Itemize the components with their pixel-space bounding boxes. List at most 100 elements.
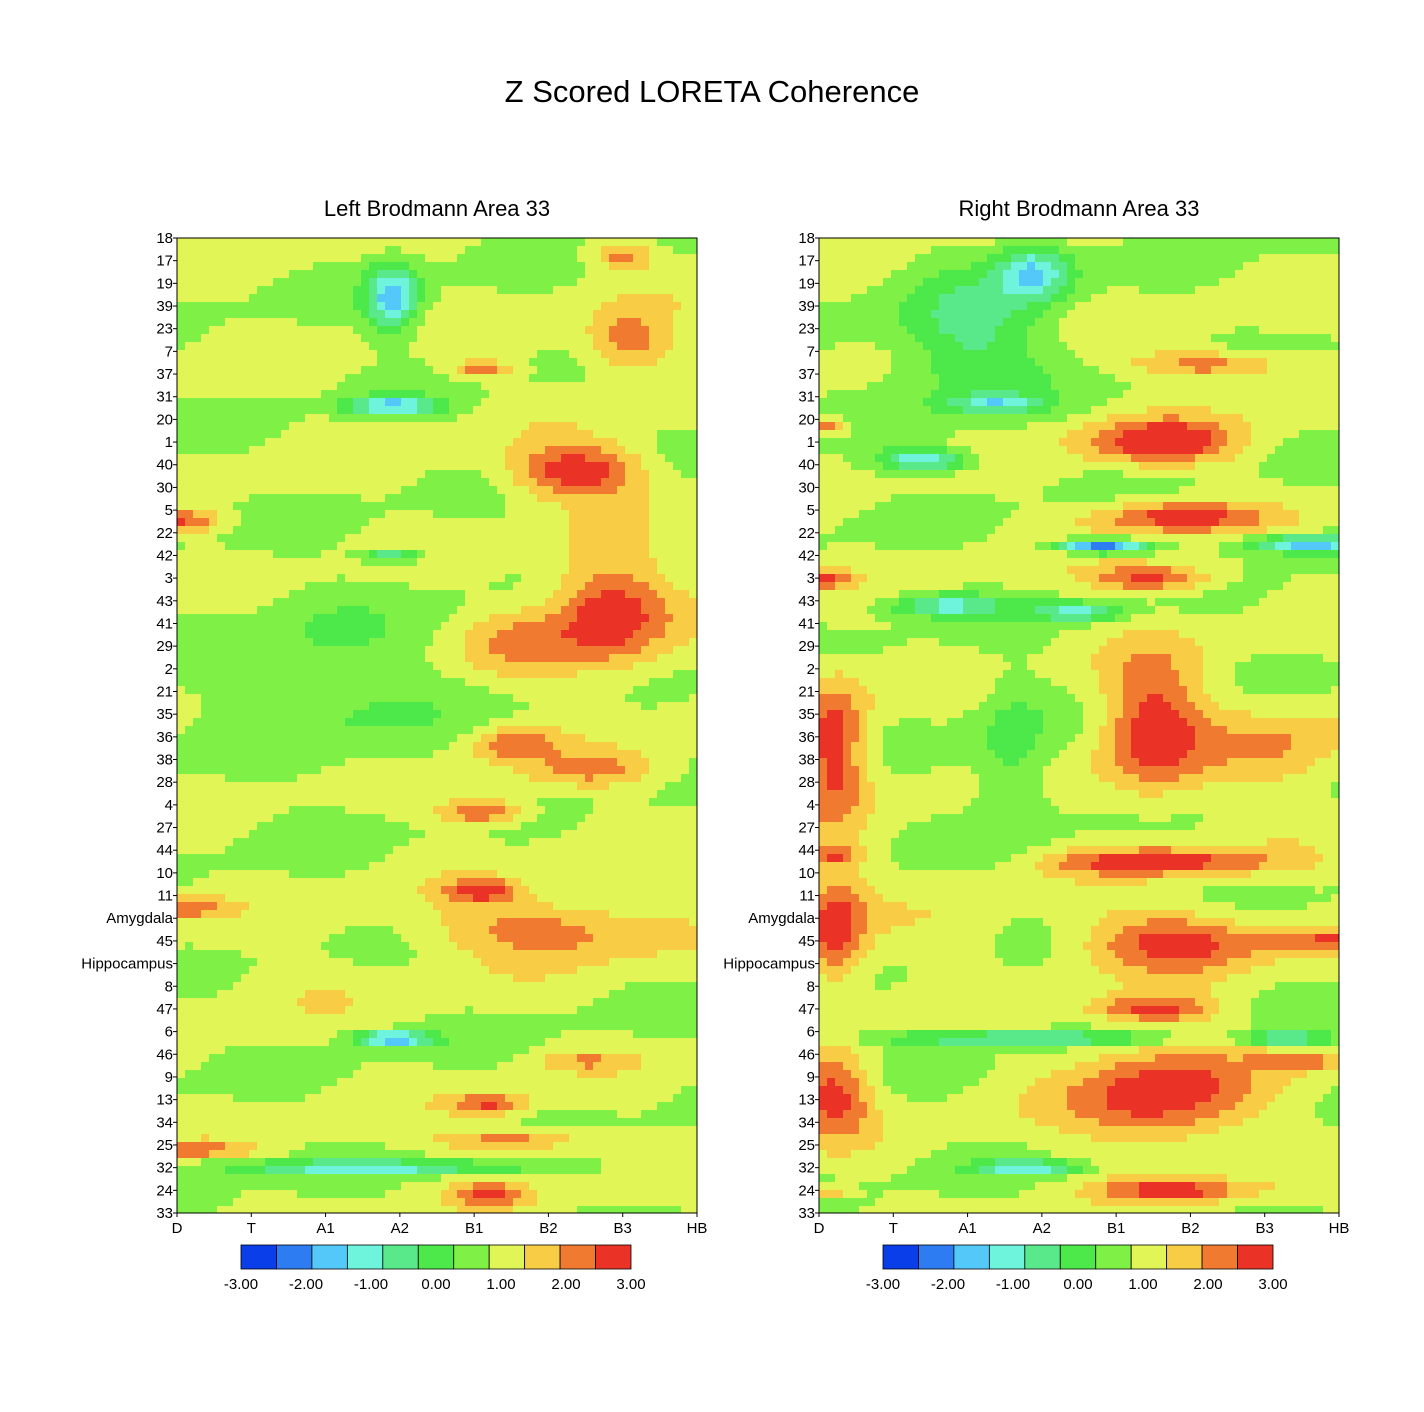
heatmap-cell bbox=[489, 430, 498, 439]
heatmap-cell bbox=[265, 622, 274, 631]
heatmap-cell bbox=[377, 766, 386, 775]
heatmap-cell bbox=[265, 526, 274, 535]
heatmap-cell bbox=[353, 390, 362, 399]
heatmap-cell bbox=[217, 286, 226, 295]
heatmap-cell bbox=[289, 382, 298, 391]
heatmap-cell bbox=[681, 414, 690, 423]
heatmap-cell bbox=[657, 702, 666, 711]
heatmap-cell bbox=[497, 542, 506, 551]
heatmap-cell bbox=[281, 846, 290, 855]
heatmap-cell bbox=[393, 342, 402, 351]
heatmap-cell bbox=[601, 398, 610, 407]
heatmap-cell bbox=[393, 366, 402, 375]
heatmap-cell bbox=[377, 702, 386, 711]
heatmap-cell bbox=[441, 374, 450, 383]
heatmap-cell bbox=[537, 270, 546, 279]
heatmap-cell bbox=[545, 310, 554, 319]
heatmap-cell bbox=[329, 366, 338, 375]
heatmap-cell bbox=[273, 454, 282, 463]
heatmap-cell bbox=[273, 430, 282, 439]
heatmap-cell bbox=[553, 782, 562, 791]
heatmap-cell bbox=[313, 430, 322, 439]
heatmap-cell bbox=[529, 462, 538, 471]
heatmap-cell bbox=[625, 438, 634, 447]
heatmap-cell bbox=[593, 270, 602, 279]
heatmap-cell bbox=[673, 382, 682, 391]
heatmap-cell bbox=[473, 558, 482, 567]
heatmap-cell bbox=[257, 358, 266, 367]
heatmap-cell bbox=[681, 390, 690, 399]
heatmap-cell bbox=[393, 262, 402, 271]
heatmap-cell bbox=[297, 422, 306, 431]
heatmap-cell bbox=[457, 782, 466, 791]
heatmap-cell bbox=[569, 286, 578, 295]
heatmap-cell bbox=[193, 694, 202, 703]
heatmap-cell bbox=[689, 374, 697, 383]
heatmap-cell bbox=[249, 502, 258, 511]
heatmap-cell bbox=[457, 286, 466, 295]
heatmap-cell bbox=[289, 742, 298, 751]
heatmap-cell bbox=[321, 574, 330, 583]
heatmap-cell bbox=[537, 502, 546, 511]
heatmap-cell bbox=[561, 742, 570, 751]
heatmap-cell bbox=[473, 614, 482, 623]
heatmap-cell bbox=[593, 422, 602, 431]
heatmap-cell bbox=[673, 254, 682, 263]
heatmap-cell bbox=[465, 814, 474, 823]
heatmap-cell bbox=[369, 422, 378, 431]
heatmap-cell bbox=[369, 550, 378, 559]
heatmap-cell bbox=[313, 238, 322, 247]
heatmap-cell bbox=[457, 350, 466, 359]
heatmap-cell bbox=[273, 254, 282, 263]
heatmap-cell bbox=[377, 814, 386, 823]
heatmap-cell bbox=[689, 390, 697, 399]
heatmap-cell bbox=[425, 422, 434, 431]
heatmap-cell bbox=[633, 526, 642, 535]
heatmap-cell bbox=[673, 678, 682, 687]
heatmap-cell bbox=[361, 246, 370, 255]
heatmap-cell bbox=[633, 806, 642, 815]
heatmap-cell bbox=[553, 678, 562, 687]
heatmap-cell bbox=[329, 838, 338, 847]
heatmap-cell bbox=[633, 726, 642, 735]
heatmap-cell bbox=[249, 542, 258, 551]
heatmap-cell bbox=[457, 550, 466, 559]
heatmap-cell bbox=[225, 518, 234, 527]
heatmap-cell bbox=[665, 390, 674, 399]
heatmap-cell bbox=[433, 262, 442, 271]
heatmap-cell bbox=[593, 302, 602, 311]
heatmap-cell bbox=[585, 582, 594, 591]
heatmap-cell bbox=[441, 286, 450, 295]
heatmap-cell bbox=[193, 734, 202, 743]
heatmap-cell bbox=[609, 358, 618, 367]
heatmap-cell bbox=[577, 718, 586, 727]
heatmap-cell bbox=[529, 830, 538, 839]
heatmap-cell bbox=[185, 486, 194, 495]
heatmap-cell bbox=[457, 494, 466, 503]
heatmap-cell bbox=[321, 822, 330, 831]
heatmap-cell bbox=[617, 718, 626, 727]
heatmap-cell bbox=[505, 630, 514, 639]
heatmap-cell bbox=[265, 430, 274, 439]
heatmap-cell bbox=[465, 710, 474, 719]
heatmap-cell bbox=[489, 366, 498, 375]
heatmap-cell bbox=[457, 726, 466, 735]
heatmap-cell bbox=[449, 446, 458, 455]
heatmap-cell bbox=[305, 766, 314, 775]
heatmap-cell bbox=[345, 782, 354, 791]
heatmap-cell bbox=[281, 390, 290, 399]
heatmap-cell bbox=[529, 366, 538, 375]
heatmap-cell bbox=[185, 238, 194, 247]
heatmap-cell bbox=[641, 254, 650, 263]
heatmap-cell bbox=[433, 574, 442, 583]
heatmap-cell bbox=[225, 382, 234, 391]
heatmap-cell bbox=[529, 422, 538, 431]
heatmap-cell bbox=[217, 382, 226, 391]
heatmap-cell bbox=[177, 614, 186, 623]
heatmap-cell bbox=[497, 630, 506, 639]
heatmap-cell bbox=[313, 550, 322, 559]
heatmap-cell bbox=[585, 806, 594, 815]
heatmap-cell bbox=[409, 590, 418, 599]
heatmap-cell bbox=[273, 766, 282, 775]
heatmap-cell bbox=[185, 670, 194, 679]
